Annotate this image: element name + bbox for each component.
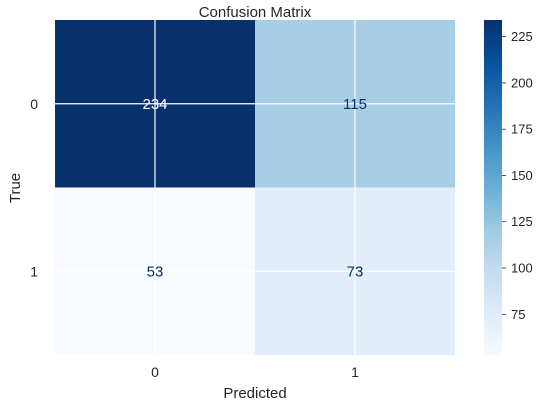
heatmap-cells [55,20,455,355]
colorbar-tick-label: 150 [511,168,533,183]
chart-title: Confusion Matrix [199,4,312,21]
x-axis-label: Predicted [223,385,286,402]
colorbar-tick-label: 100 [511,261,533,276]
gridlines [55,20,455,355]
y-tick-label: 0 [30,96,38,112]
cell-value-label: 115 [343,96,367,113]
colorbar-tick-label: 125 [511,214,533,229]
x-tick-label: 1 [351,364,359,380]
colorbar-tick-label: 75 [511,307,525,322]
y-axis-label: True [7,173,24,203]
cell-value-label: 73 [347,263,364,280]
colorbar [484,20,502,355]
colorbar-tick-label: 175 [511,122,533,137]
y-tick-label: 1 [30,263,38,279]
cell-value-label: 53 [147,263,164,280]
cell-value-label: 234 [142,96,167,113]
colorbar-ticks: 75 100 125 150 175 200 225 [502,29,533,322]
y-tick-labels: 01 [30,96,38,280]
colorbar-tick-label: 200 [511,75,533,90]
colorbar-tick-label: 225 [511,29,533,44]
x-tick-label: 0 [151,364,159,380]
cell-value-labels: 234 115 53 73 [142,96,366,281]
